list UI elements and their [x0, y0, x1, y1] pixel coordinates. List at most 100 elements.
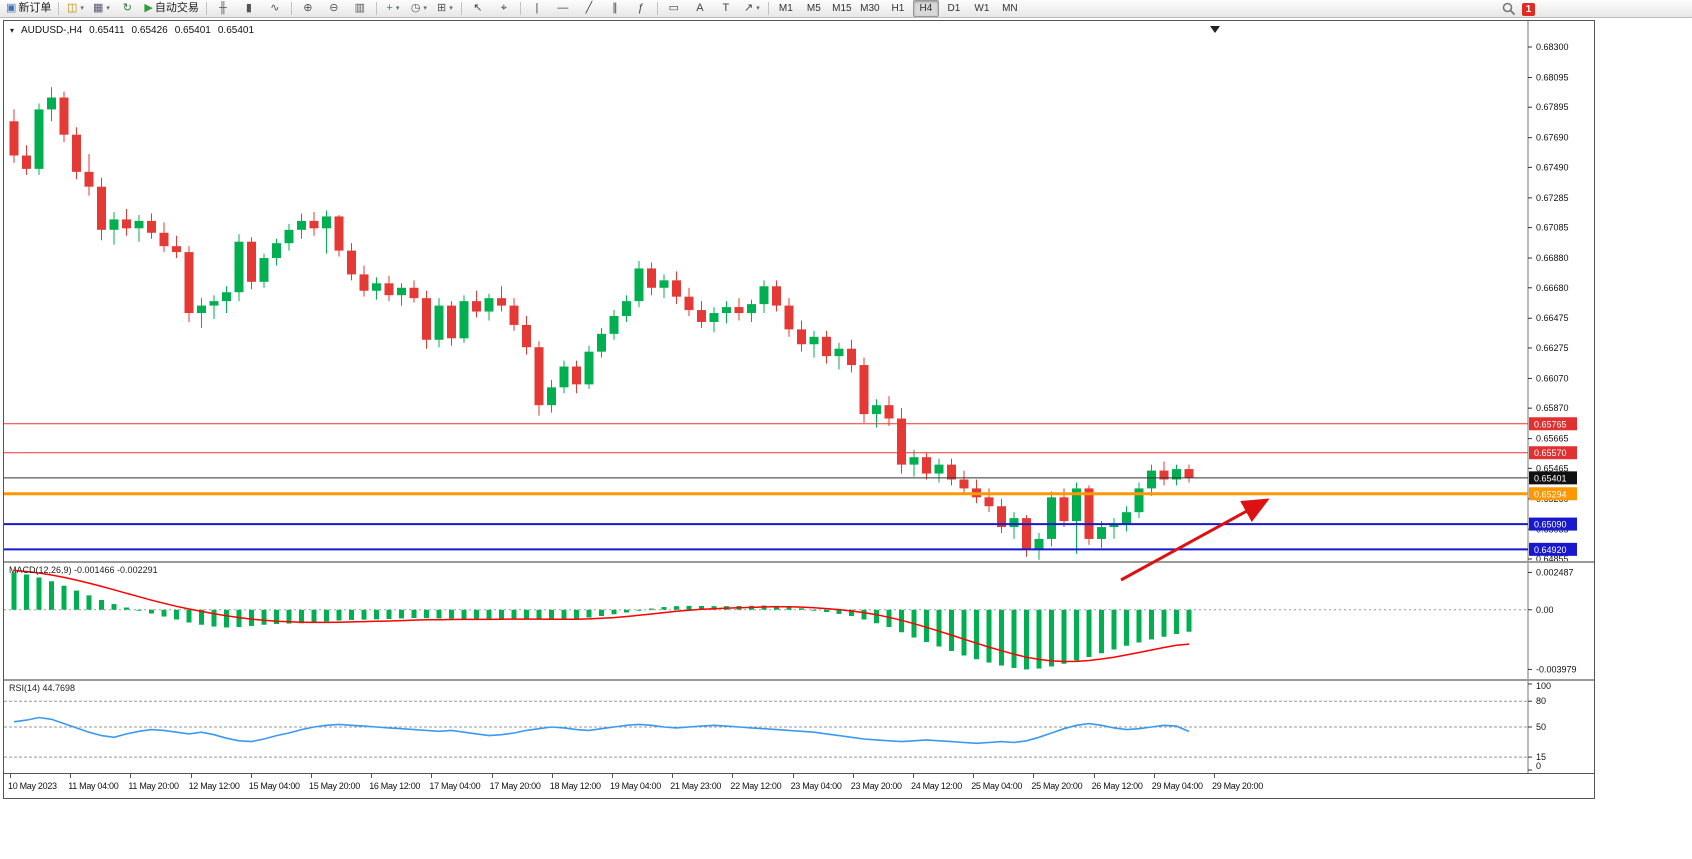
- price-chart-panel[interactable]: 0.68300 0.68095 0.67895 0.67690 0.67490 0.672…: [4, 21, 1594, 561]
- zoom-in-button[interactable]: ⊕: [296, 0, 320, 17]
- panel-separator[interactable]: [4, 679, 1594, 681]
- macd-bar: [611, 609, 617, 615]
- autotrading-button[interactable]: ▶ 自动交易: [141, 0, 201, 17]
- candle-body: [734, 307, 744, 314]
- macd-bar: [561, 609, 567, 620]
- macd-bar: [449, 609, 454, 619]
- arrows-icon: ↗: [744, 2, 754, 14]
- macd-bar: [374, 609, 379, 620]
- timeframe-m1-button[interactable]: M1: [778, 2, 793, 14]
- chart-shift-marker[interactable]: [1210, 26, 1220, 33]
- macd-bar: [286, 609, 292, 624]
- equidistant-channel-button[interactable]: ∥: [603, 0, 627, 17]
- candle-body: [1109, 524, 1119, 528]
- timeframe-w1-button[interactable]: W1: [974, 2, 990, 14]
- macd-bar: [1011, 609, 1017, 668]
- zoom-out-button[interactable]: ⊖: [322, 0, 346, 17]
- time-label: 17 May 04:00: [429, 781, 481, 791]
- horizontal-line-icon: —: [557, 2, 569, 14]
- timeframe-d1-button[interactable]: D1: [947, 2, 961, 14]
- macd-bar: [349, 609, 354, 620]
- line-chart-icon: ∿: [270, 2, 280, 14]
- time-tick: [10, 774, 11, 778]
- price-tick-label: 0.67690: [1536, 133, 1569, 143]
- candle-body: [1034, 538, 1044, 550]
- candle-body: [497, 298, 506, 306]
- equidistant-channel-icon: ∥: [612, 2, 618, 14]
- price-tick-label: 0.68095: [1536, 72, 1569, 82]
- candle-body: [547, 387, 556, 406]
- line-chart-button[interactable]: ∿: [263, 0, 287, 17]
- fibonacci-button[interactable]: ƒ: [629, 0, 653, 17]
- macd-bar: [1036, 609, 1042, 669]
- refresh-button[interactable]: ↻: [115, 0, 139, 17]
- candle-body: [947, 464, 956, 480]
- bar-chart-button[interactable]: ╫: [211, 0, 235, 17]
- macd-bar: [249, 609, 254, 626]
- candle-body: [509, 305, 519, 325]
- macd-bar: [124, 607, 129, 610]
- horizontal-line-button[interactable]: —: [551, 0, 575, 17]
- candle-body: [122, 219, 131, 229]
- level-price-tag: [1529, 487, 1577, 501]
- macd-bar: [811, 609, 817, 611]
- time-periods-button[interactable]: ◷ ▾: [407, 0, 431, 17]
- price-tick-label: 0.68300: [1536, 42, 1569, 52]
- macd-signal-line: [13, 569, 1190, 663]
- new-chart-button[interactable]: ◫ ▾: [63, 0, 87, 17]
- macd-bar: [874, 609, 879, 624]
- timeframe-m30-button[interactable]: M30: [860, 2, 880, 14]
- trendline-icon: ╱: [585, 2, 593, 14]
- vertical-line-button[interactable]: |: [525, 0, 549, 17]
- timeframe-h4-button[interactable]: H4: [912, 0, 939, 17]
- candle-body: [1059, 497, 1069, 522]
- symbol-menu-icon[interactable]: ▾: [10, 26, 15, 35]
- indicators-button[interactable]: + ▾: [381, 0, 405, 17]
- macd-bar: [274, 609, 279, 624]
- time-axis[interactable]: 10 May 2023 11 May 04:00 11 May 20:00 12 Ma…: [4, 773, 1594, 798]
- candle-body: [747, 304, 756, 314]
- macd-bar: [86, 595, 92, 610]
- timeframe-m5-button[interactable]: M5: [806, 2, 821, 14]
- timeframe-m15-button[interactable]: M15: [832, 2, 852, 14]
- trendline-button[interactable]: ╱: [577, 0, 601, 17]
- candle-body: [772, 286, 781, 306]
- candle-body: [622, 301, 631, 317]
- macd-bar: [936, 609, 942, 647]
- macd-bar: [999, 609, 1004, 666]
- chevron-down-icon: ▾: [395, 5, 400, 12]
- timeframe-mn-button[interactable]: MN: [1002, 2, 1018, 14]
- macd-panel[interactable]: 0.002487 0.00 -0.003979: [4, 563, 1594, 679]
- macd-bar: [461, 609, 467, 620]
- time-label: 15 May 04:00: [248, 781, 300, 791]
- candle-body: [847, 348, 856, 366]
- fibonacci-icon: ƒ: [637, 2, 644, 14]
- tile-windows-button[interactable]: ▥: [348, 0, 372, 17]
- macd-bar: [861, 609, 867, 620]
- notification-badge[interactable]: 1: [1522, 2, 1535, 16]
- shapes-button[interactable]: ▭: [662, 0, 686, 17]
- candlestick-chart-button[interactable]: ▮: [237, 0, 261, 17]
- search-icon[interactable]: [1502, 2, 1516, 16]
- panel-separator[interactable]: [4, 561, 1594, 563]
- candle-body: [384, 283, 394, 296]
- rsi-line: [13, 716, 1190, 745]
- macd-bar: [36, 577, 42, 610]
- macd-axis-label: 0.002487: [1536, 567, 1574, 577]
- horizontal-level-lines[interactable]: 0.65765 0.65570 0.65294 0.65090 0.64920: [4, 417, 1577, 556]
- profiles-button[interactable]: ▦ ▾: [89, 0, 113, 17]
- new-order-button[interactable]: ▣ 新订单: [3, 0, 54, 17]
- arrows-button[interactable]: ↗ ▾: [740, 0, 764, 17]
- macd-bar: [136, 609, 142, 611]
- indicators-icon: +: [386, 2, 393, 14]
- crosshair-button[interactable]: ⌖: [492, 0, 516, 17]
- text-button[interactable]: A: [688, 0, 712, 17]
- candle-body: [472, 301, 481, 312]
- cursor-button[interactable]: ↖: [466, 0, 490, 17]
- timeframe-h1-button[interactable]: H1: [891, 2, 905, 14]
- rsi-panel[interactable]: 100 80 50 150: [4, 681, 1594, 773]
- chart-window: ▾ AUDUSD-,H4 0.65411 0.65426 0.65401 0.6…: [3, 20, 1595, 799]
- rsi-axis-label: 80: [1536, 696, 1546, 706]
- text-label-button[interactable]: T: [714, 0, 738, 17]
- templates-button[interactable]: ⊞ ▾: [433, 0, 457, 17]
